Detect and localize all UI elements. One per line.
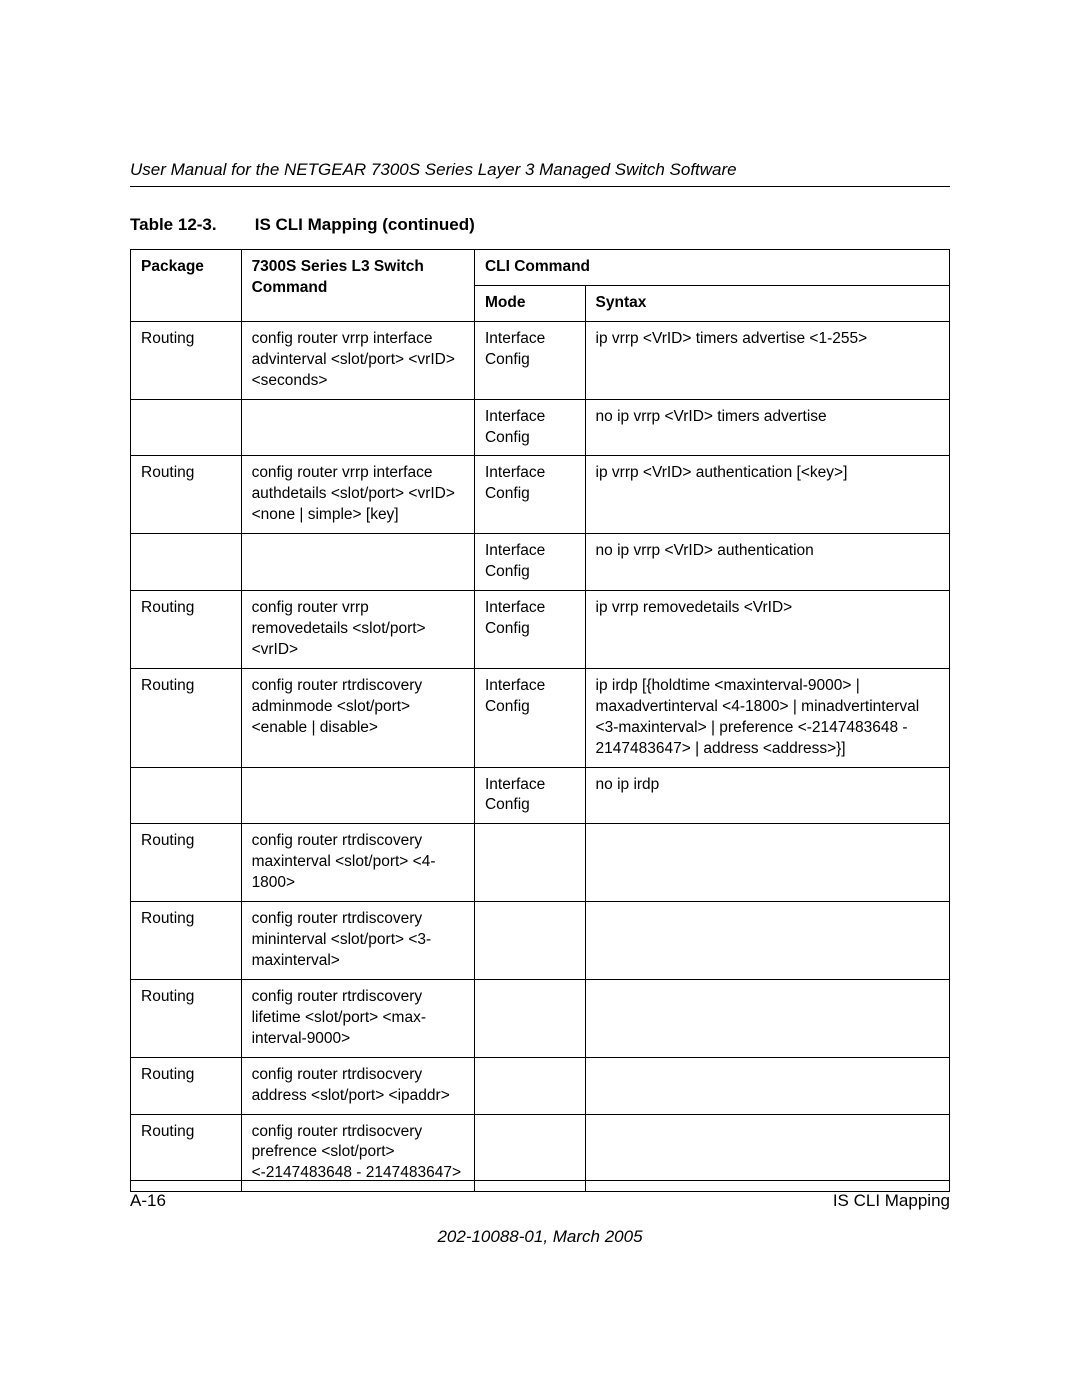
cell-syntax	[585, 979, 949, 1057]
table-row: Routingconfig router vrrp interface advi…	[131, 321, 950, 399]
cell-mode: Interface Config	[474, 534, 585, 591]
table-row: Routingconfig router rtrdisocvery addres…	[131, 1057, 950, 1114]
table-caption-text: IS CLI Mapping (continued)	[255, 215, 475, 234]
cell-package: Routing	[131, 321, 242, 399]
cell-syntax	[585, 1057, 949, 1114]
cell-syntax	[585, 902, 949, 980]
cell-mode	[474, 824, 585, 902]
cli-mapping-table: Package 7300S Series L3 Switch Command C…	[130, 249, 950, 1192]
table-row: Routingconfig router rtrdiscovery minint…	[131, 902, 950, 980]
cell-command: config router rtrdiscovery mininterval <…	[241, 902, 474, 980]
footer-section: IS CLI Mapping	[833, 1191, 950, 1211]
cell-package: Routing	[131, 1057, 242, 1114]
footer-rule	[130, 1180, 950, 1181]
table-row: Routingconfig router rtrdiscovery maxint…	[131, 824, 950, 902]
cell-syntax: no ip vrrp <VrID> timers advertise	[585, 399, 949, 456]
header-rule	[130, 186, 950, 187]
col-header-syntax: Syntax	[585, 285, 949, 321]
cell-syntax: no ip vrrp <VrID> authentication	[585, 534, 949, 591]
col-header-package: Package	[131, 250, 242, 322]
footer-date: 202-10088-01, March 2005	[130, 1227, 950, 1247]
cell-command	[241, 767, 474, 824]
cell-package	[131, 534, 242, 591]
cell-mode: Interface Config	[474, 668, 585, 767]
cell-package: Routing	[131, 902, 242, 980]
cell-command: config router rtrdiscovery adminmode <sl…	[241, 668, 474, 767]
cell-mode: Interface Config	[474, 321, 585, 399]
cell-command	[241, 534, 474, 591]
cell-package	[131, 767, 242, 824]
table-row: Routingconfig router rtrdiscovery lifeti…	[131, 979, 950, 1057]
cell-mode	[474, 902, 585, 980]
doc-title: User Manual for the NETGEAR 7300S Series…	[130, 160, 950, 180]
cell-syntax: ip vrrp <VrID> authentication [<key>]	[585, 456, 949, 534]
cell-command: config router vrrp interface authdetails…	[241, 456, 474, 534]
cell-command: config router rtrdisocvery address <slot…	[241, 1057, 474, 1114]
table-row: Routingconfig router vrrp removedetails …	[131, 591, 950, 669]
table-row: Interface Configno ip irdp	[131, 767, 950, 824]
table-header-row-1: Package 7300S Series L3 Switch Command C…	[131, 250, 950, 286]
cell-mode: Interface Config	[474, 399, 585, 456]
cell-package: Routing	[131, 591, 242, 669]
cell-command: config router vrrp interface advinterval…	[241, 321, 474, 399]
cell-mode	[474, 979, 585, 1057]
cell-syntax: no ip irdp	[585, 767, 949, 824]
cell-syntax: ip vrrp <VrID> timers advertise <1-255>	[585, 321, 949, 399]
cell-package: Routing	[131, 456, 242, 534]
cell-command: config router rtrdiscovery maxinterval <…	[241, 824, 474, 902]
cell-package	[131, 399, 242, 456]
cell-package: Routing	[131, 979, 242, 1057]
cell-syntax	[585, 824, 949, 902]
table-caption-number: Table 12-3.	[130, 215, 250, 235]
col-header-cli-group: CLI Command	[474, 250, 949, 286]
col-header-mode: Mode	[474, 285, 585, 321]
page-number: A-16	[130, 1191, 166, 1211]
table-caption: Table 12-3. IS CLI Mapping (continued)	[130, 215, 950, 235]
table-row: Routingconfig router rtrdiscovery adminm…	[131, 668, 950, 767]
cell-package: Routing	[131, 668, 242, 767]
cell-command: config router rtrdiscovery lifetime <slo…	[241, 979, 474, 1057]
cell-mode	[474, 1057, 585, 1114]
cell-mode: Interface Config	[474, 767, 585, 824]
cell-command	[241, 399, 474, 456]
table-row: Interface Configno ip vrrp <VrID> timers…	[131, 399, 950, 456]
cell-syntax: ip vrrp removedetails <VrID>	[585, 591, 949, 669]
cell-mode: Interface Config	[474, 456, 585, 534]
cell-package: Routing	[131, 824, 242, 902]
cell-mode: Interface Config	[474, 591, 585, 669]
cell-syntax: ip irdp [{holdtime <maxinterval-9000> | …	[585, 668, 949, 767]
table-row: Routingconfig router vrrp interface auth…	[131, 456, 950, 534]
cell-command: config router vrrp removedetails <slot/p…	[241, 591, 474, 669]
col-header-command: 7300S Series L3 Switch Command	[241, 250, 474, 322]
table-row: Interface Configno ip vrrp <VrID> authen…	[131, 534, 950, 591]
